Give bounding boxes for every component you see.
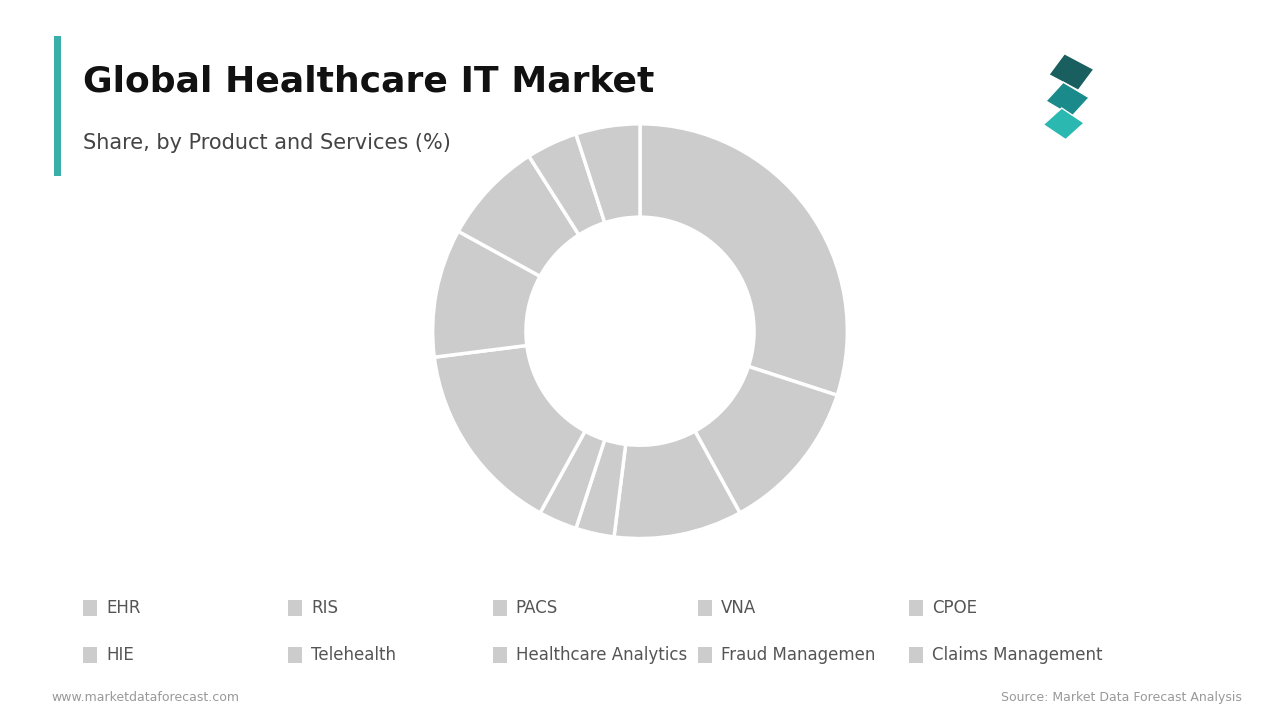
Text: CPOE: CPOE (932, 599, 977, 618)
Wedge shape (614, 431, 740, 539)
Text: EHR: EHR (106, 599, 141, 618)
Text: Fraud Managemen: Fraud Managemen (721, 647, 876, 664)
Text: RIS: RIS (311, 599, 338, 618)
Wedge shape (458, 156, 579, 276)
Text: HIE: HIE (106, 647, 134, 664)
Wedge shape (695, 366, 837, 513)
Text: www.marketdataforecast.com: www.marketdataforecast.com (51, 691, 239, 704)
Text: Source: Market Data Forecast Analysis: Source: Market Data Forecast Analysis (1001, 691, 1242, 704)
Wedge shape (433, 231, 540, 357)
Wedge shape (529, 134, 604, 235)
Text: VNA: VNA (721, 599, 756, 618)
Text: Global Healthcare IT Market: Global Healthcare IT Market (83, 65, 654, 99)
Text: Telehealth: Telehealth (311, 647, 396, 664)
Text: PACS: PACS (516, 599, 558, 618)
Wedge shape (640, 124, 847, 395)
Text: Healthcare Analytics: Healthcare Analytics (516, 647, 687, 664)
Wedge shape (434, 346, 585, 513)
Wedge shape (540, 431, 604, 528)
Text: Share, by Product and Services (%): Share, by Product and Services (%) (83, 133, 451, 153)
Wedge shape (576, 440, 626, 537)
Text: Claims Management: Claims Management (932, 647, 1102, 664)
Wedge shape (576, 124, 640, 222)
